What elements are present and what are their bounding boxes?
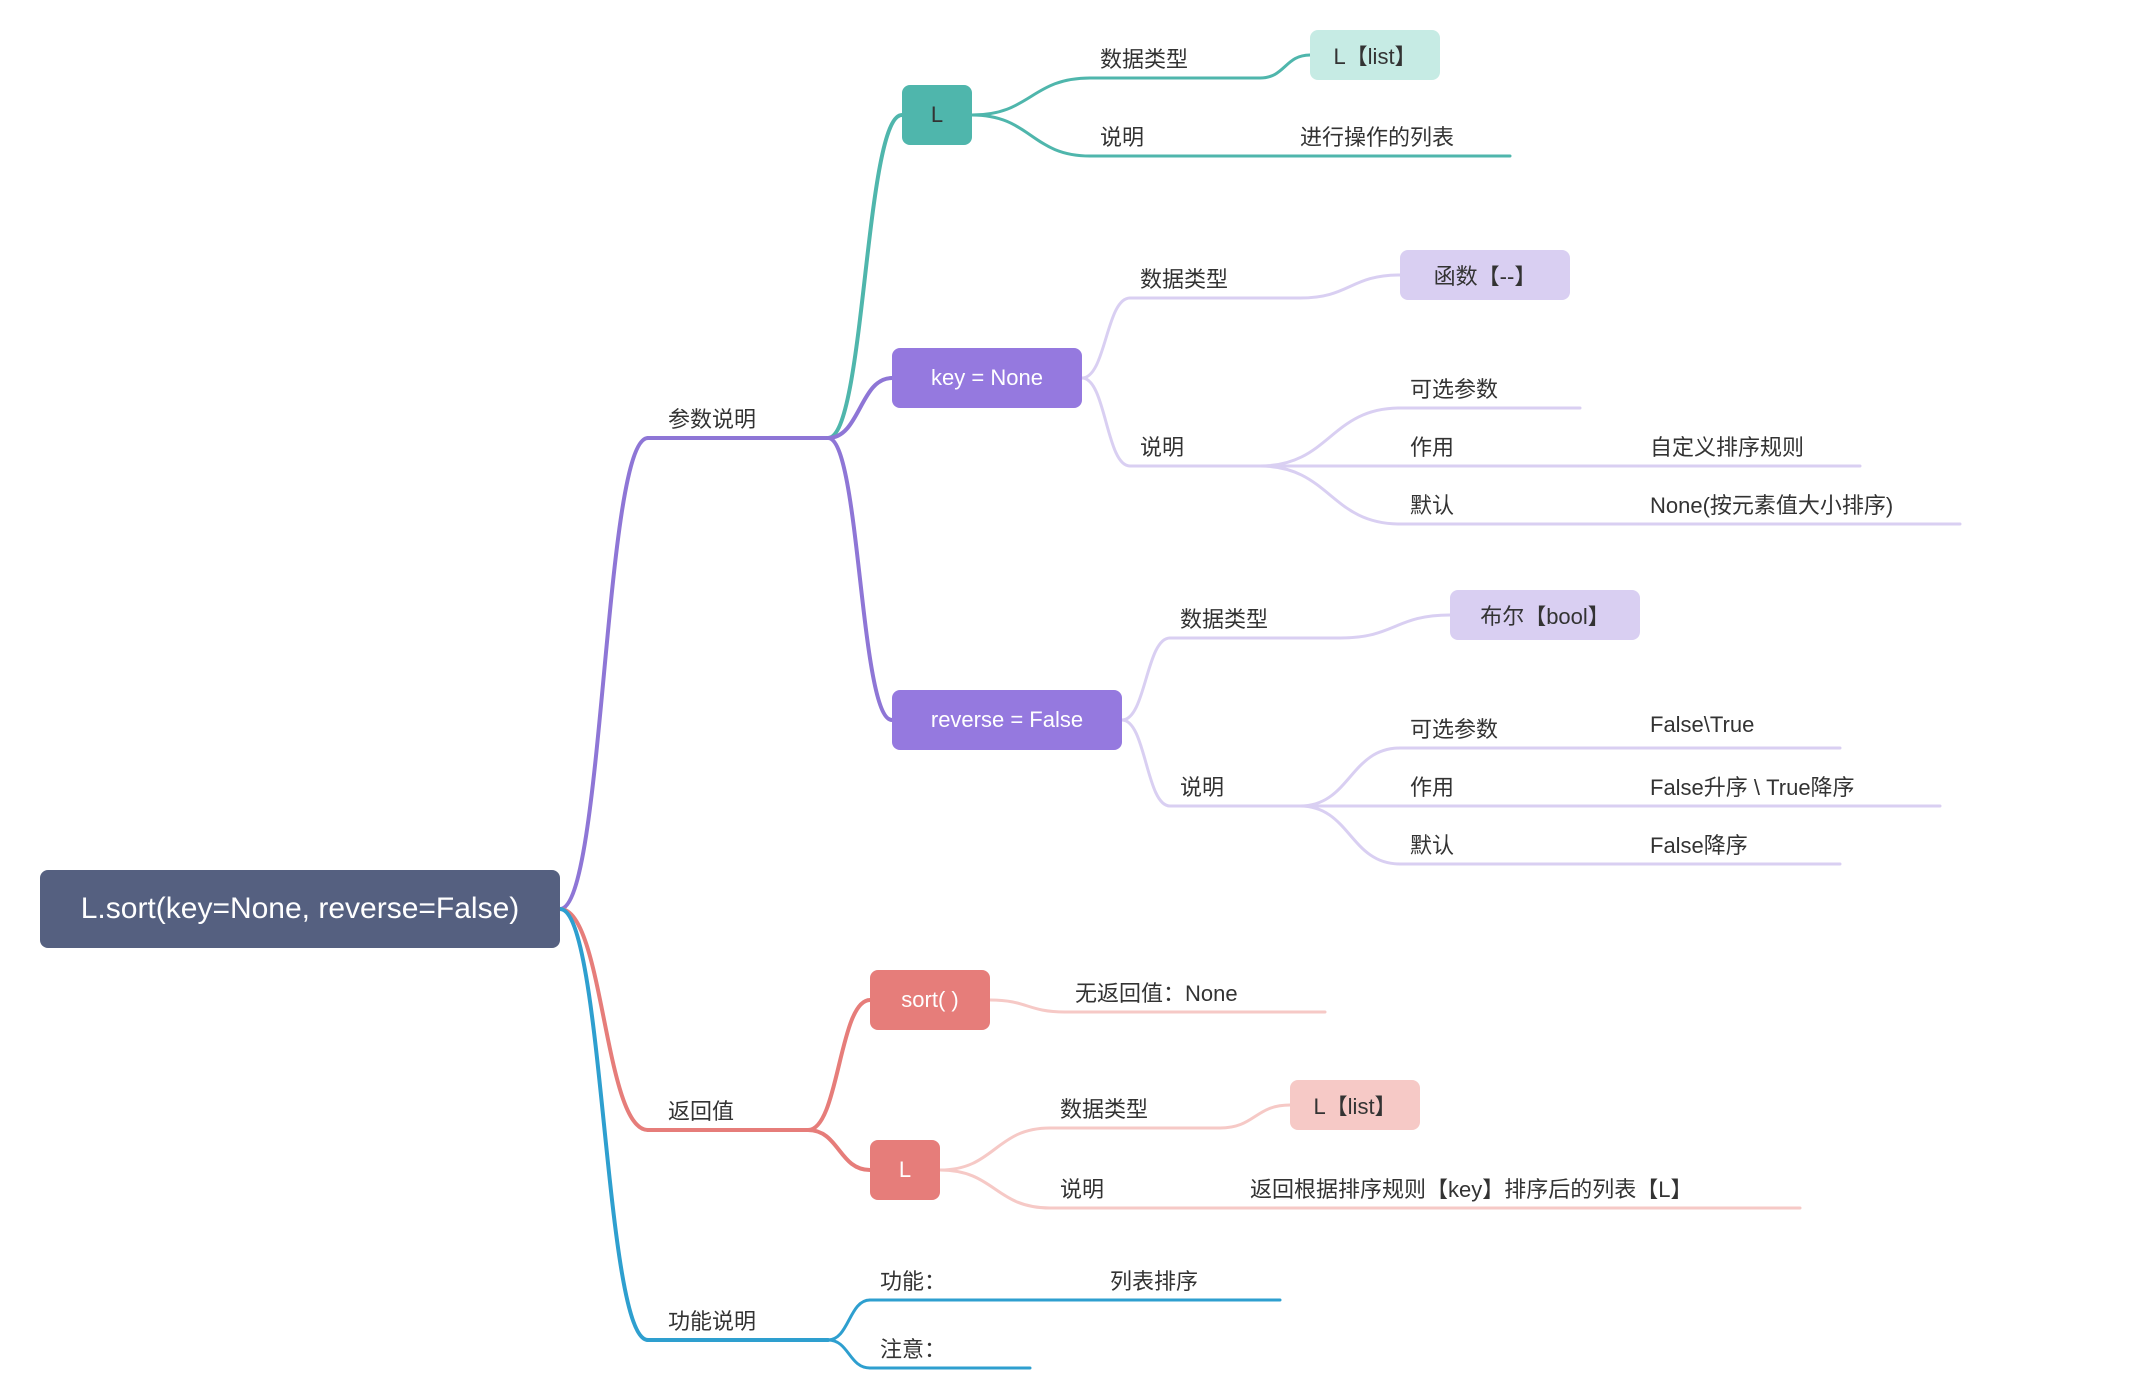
param-L-sub-1: 说明 — [1100, 120, 1144, 152]
param-key-desc-1: 作用 — [1410, 430, 1454, 462]
param-key-leaf-box-0[interactable]: 函数【--】 — [1400, 250, 1570, 300]
param-key-desc-2: 默认 — [1410, 488, 1454, 520]
return-L-sub-0: 数据类型 — [1060, 1092, 1148, 1124]
param-rev-sub-1: 说明 — [1180, 770, 1224, 802]
param-rev-desc-2: 默认 — [1410, 828, 1454, 860]
param-L-leaf-box-0[interactable]: L【list】 — [1310, 30, 1440, 80]
param-key-sub-1: 说明 — [1140, 430, 1184, 462]
return-sort-leaf-0: 无返回值：None — [1075, 976, 1238, 1008]
node-return-sort[interactable]: sort( ) — [870, 970, 990, 1030]
branch-params: 参数说明 — [668, 402, 756, 434]
param-rev-leaf-box-0[interactable]: 布尔【bool】 — [1450, 590, 1640, 640]
node-param-key[interactable]: key = None — [892, 348, 1082, 408]
param-rev-desc-1: 作用 — [1410, 770, 1454, 802]
func-leaf-0: 列表排序 — [1110, 1264, 1198, 1296]
param-key-desc-leaf-1: 自定义排序规则 — [1650, 430, 1804, 462]
node-return-L[interactable]: L — [870, 1140, 940, 1200]
param-rev-sub-0: 数据类型 — [1180, 602, 1268, 634]
param-rev-desc-leaf-2: False降序 — [1650, 828, 1748, 860]
param-rev-desc-leaf-1: False升序 \ True降序 — [1650, 770, 1855, 802]
branch-return: 返回值 — [668, 1094, 734, 1126]
node-param-L[interactable]: L — [902, 85, 972, 145]
param-L-leaf-1: 进行操作的列表 — [1300, 120, 1454, 152]
return-L-sub-1: 说明 — [1060, 1172, 1104, 1204]
param-key-desc-leaf-2: None(按元素值大小排序) — [1650, 488, 1893, 520]
return-L-leaf-1: 返回根据排序规则【key】排序后的列表【L】 — [1250, 1172, 1692, 1204]
param-rev-desc-0: 可选参数 — [1410, 712, 1498, 744]
func-sub-0: 功能： — [880, 1264, 946, 1296]
return-L-leaf-box-0[interactable]: L【list】 — [1290, 1080, 1420, 1130]
root-node[interactable]: L.sort(key=None, reverse=False) — [40, 870, 560, 948]
node-param-reverse[interactable]: reverse = False — [892, 690, 1122, 750]
func-sub-1: 注意： — [880, 1332, 946, 1364]
param-key-sub-0: 数据类型 — [1140, 262, 1228, 294]
param-key-desc-0: 可选参数 — [1410, 372, 1498, 404]
param-L-sub-0: 数据类型 — [1100, 42, 1188, 74]
branch-func: 功能说明 — [668, 1304, 756, 1336]
param-rev-desc-leaf-0: False\True — [1650, 712, 1754, 738]
